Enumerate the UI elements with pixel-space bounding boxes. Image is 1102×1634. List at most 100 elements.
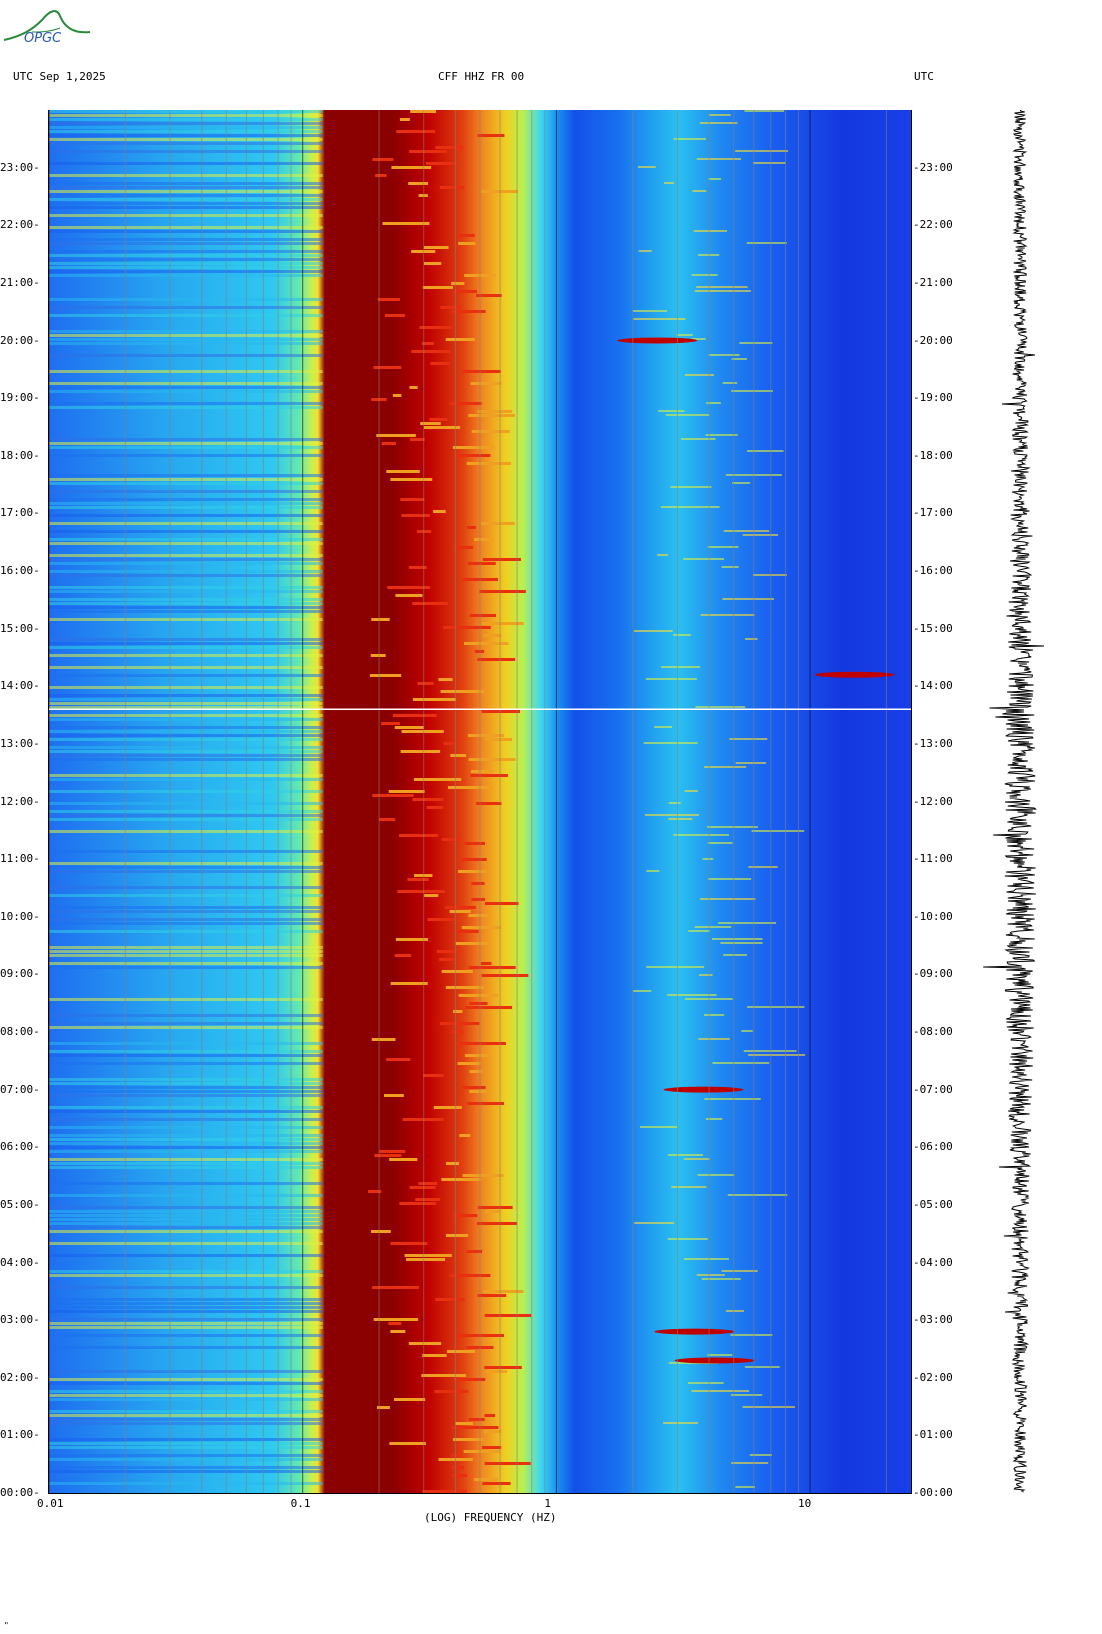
stripe [49, 1210, 323, 1213]
stripe [49, 454, 323, 457]
stripe [707, 1354, 733, 1356]
stripe [49, 138, 323, 141]
stripe [668, 1154, 704, 1156]
stripe [482, 1482, 511, 1485]
stripe [390, 1330, 406, 1333]
stripe [49, 1054, 323, 1057]
stripe [731, 1462, 769, 1464]
stripe [462, 370, 501, 373]
stripe [390, 1242, 428, 1245]
stripe [401, 730, 444, 733]
stripe [441, 1178, 482, 1181]
stripe [49, 258, 323, 261]
stripe [707, 878, 752, 880]
stripe [389, 1158, 418, 1161]
stripe [744, 110, 784, 112]
stripe [452, 1214, 478, 1217]
stripe [49, 598, 323, 601]
stripe [435, 1298, 465, 1301]
opgc-logo: OPGC [2, 2, 92, 50]
stripe [667, 994, 717, 996]
stripe [684, 790, 698, 792]
y-tick-label-left: 12:00- [0, 794, 40, 808]
stripe [438, 678, 453, 681]
stripe [49, 1142, 323, 1145]
stripe [658, 410, 685, 412]
stripe [49, 562, 323, 565]
stripe [729, 738, 768, 740]
stripe [699, 122, 738, 124]
stripe [412, 798, 444, 801]
stripe [468, 414, 516, 417]
stripe [49, 1302, 323, 1305]
stripe [471, 770, 494, 773]
stripe [49, 238, 323, 241]
stripe [469, 1070, 483, 1073]
stripe [430, 362, 450, 365]
stripe [704, 766, 747, 768]
stripe [742, 1406, 795, 1408]
stripe [739, 342, 773, 344]
stripe [49, 338, 323, 341]
stripe [49, 1458, 323, 1461]
event-highlight [814, 671, 895, 678]
stripe [643, 742, 698, 744]
stripe [477, 1206, 513, 1209]
y-tick-label-right: -21:00 [913, 275, 953, 289]
header-station: CFF HHZ FR 00 [438, 70, 525, 83]
y-tick-label-left: 03:00- [0, 1313, 40, 1327]
spectrogram-heatmap [49, 110, 911, 1493]
stripe [390, 478, 433, 481]
stripe [481, 710, 521, 713]
stripe [427, 918, 457, 921]
y-tick-label-left: 08:00- [0, 1025, 40, 1038]
stripe [49, 1254, 323, 1257]
stripe [49, 1226, 323, 1229]
stripe [458, 870, 487, 873]
y-tick-label-left: 09:00- [0, 967, 40, 981]
stripe [49, 266, 323, 269]
stripe [49, 298, 323, 301]
stripe [469, 614, 497, 617]
stripe [742, 534, 778, 536]
stripe [49, 1270, 323, 1273]
stripe [49, 818, 323, 821]
y-tick-label-right: -16:00 [913, 564, 953, 577]
stripe [49, 314, 323, 317]
stripe [417, 682, 434, 685]
stripe [49, 230, 323, 233]
stripe [49, 642, 323, 645]
stripe [424, 426, 461, 429]
stripe [696, 286, 748, 288]
stripe [632, 310, 668, 312]
stripe [470, 774, 508, 777]
stripe [49, 1422, 323, 1425]
stripe [49, 610, 323, 613]
stripe [49, 1454, 323, 1457]
y-tick-label-right: -20:00 [913, 333, 953, 347]
stripe [422, 286, 454, 289]
stripe [49, 666, 323, 669]
stripe [49, 514, 323, 517]
y-tick-label-right: -02:00 [913, 1370, 953, 1384]
stripe [467, 734, 505, 737]
header-utc-right: UTC [914, 70, 934, 83]
event-highlight [654, 1328, 735, 1335]
y-tick-label-right: -14:00 [913, 679, 953, 693]
stripe [49, 370, 323, 373]
stripe [460, 1042, 506, 1045]
stripe [419, 326, 453, 329]
y-tick-label-left: 07:00- [0, 1082, 40, 1096]
stripe [748, 1054, 806, 1056]
stripe [482, 1446, 502, 1449]
stripe [695, 706, 746, 708]
stripe [49, 198, 323, 201]
y-tick-label-left: 16:00- [0, 564, 40, 577]
stripe [406, 1258, 446, 1261]
stripe [434, 1390, 469, 1393]
stripe [375, 174, 387, 177]
stripe [49, 750, 323, 753]
stripe [398, 834, 439, 837]
stripe [749, 1454, 772, 1456]
stripe [49, 618, 323, 621]
